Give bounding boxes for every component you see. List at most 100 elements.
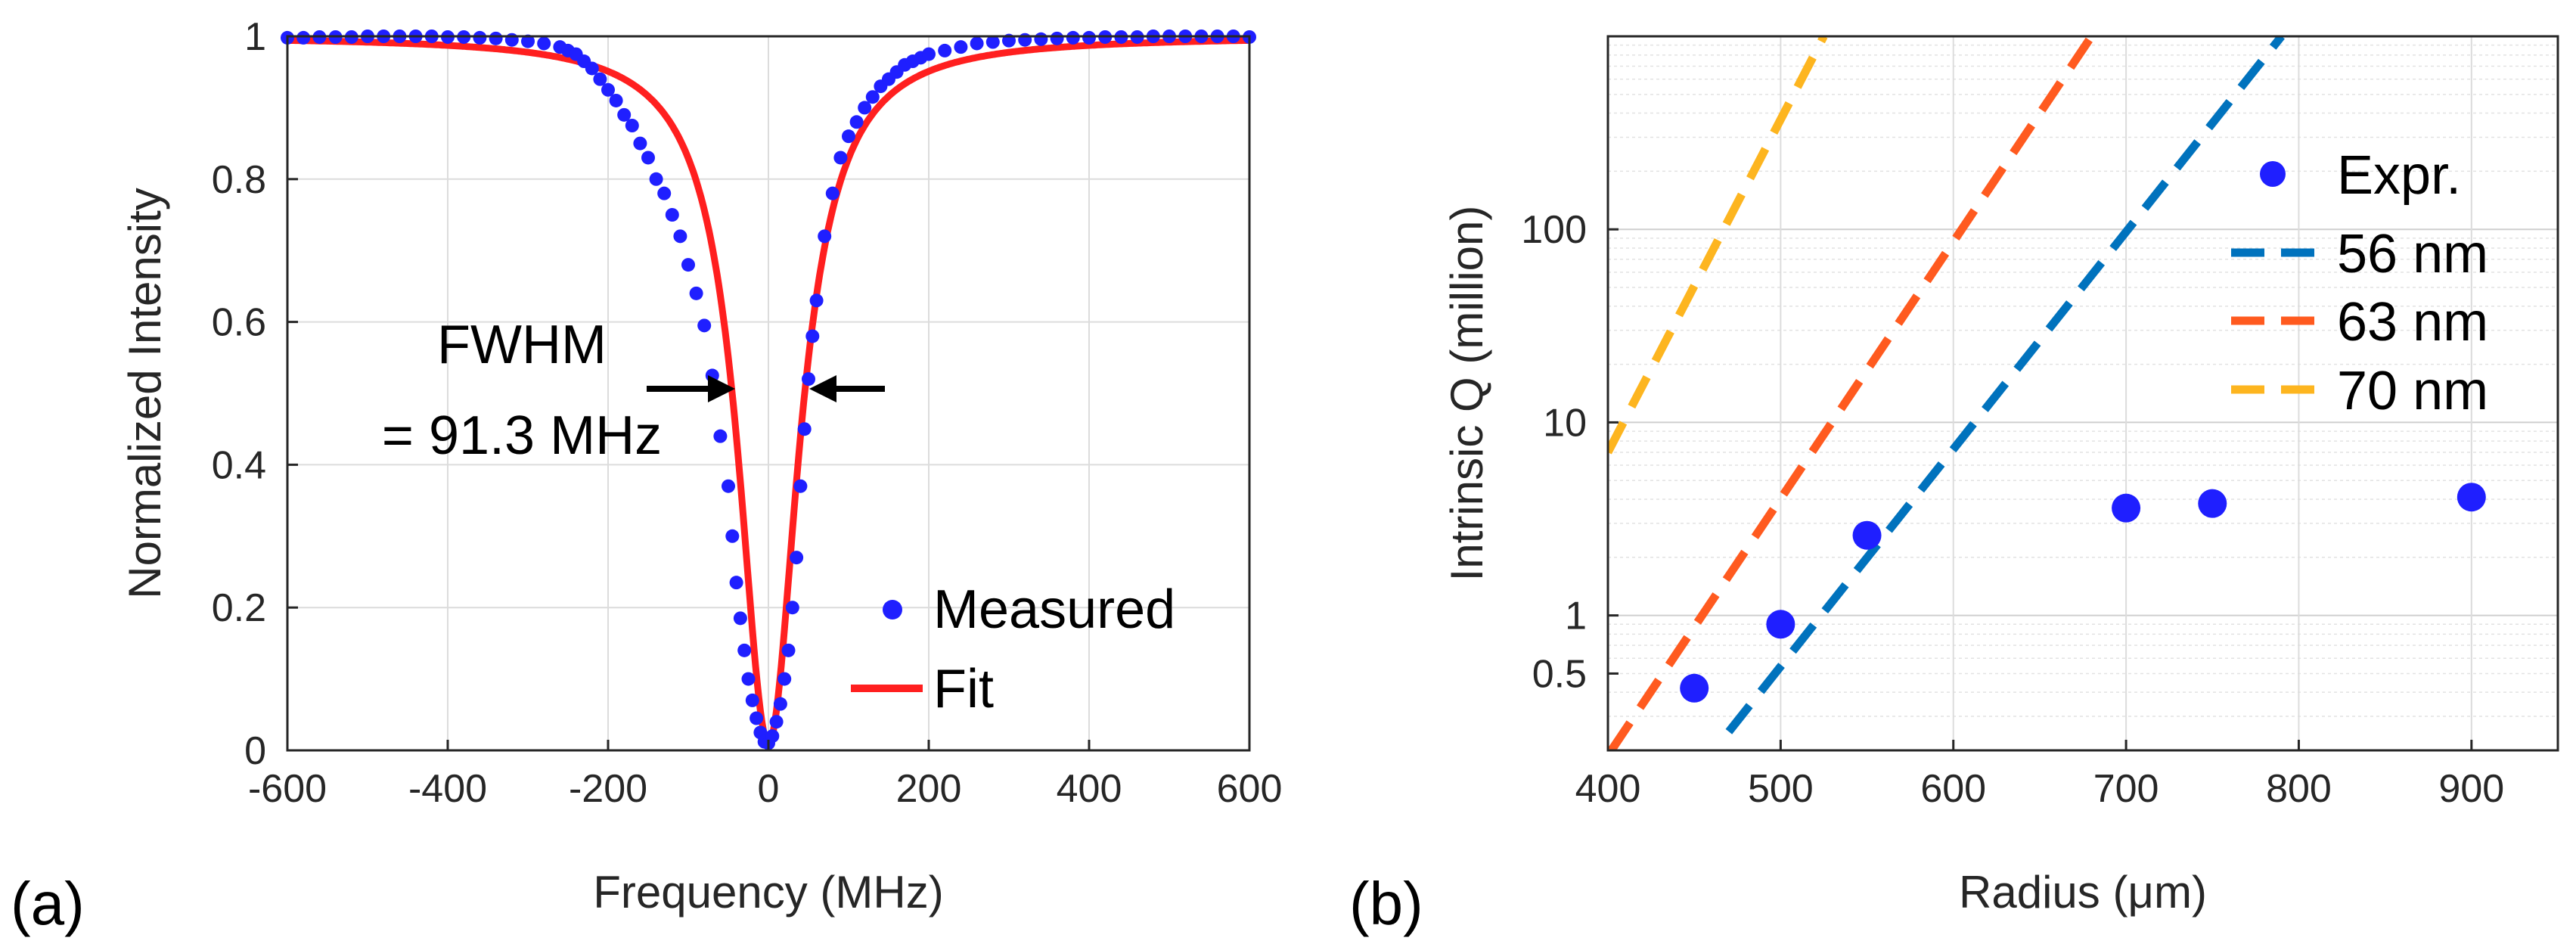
measured-point: [657, 186, 672, 200]
measured-point: [641, 151, 655, 165]
fwhm-right-arrow: [809, 375, 885, 402]
panel-b-ytick-label: 100: [1521, 208, 1587, 252]
measured-point: [802, 372, 815, 387]
measured-point: [617, 107, 632, 122]
measured-point: [765, 729, 780, 744]
measured-point: [985, 35, 1000, 49]
measured-point: [809, 293, 824, 308]
measured-point: [805, 329, 820, 343]
fwhm-value: = 91.3 MHz: [382, 405, 662, 466]
panel-b-xtick-label: 900: [2438, 767, 2504, 811]
expr-point: [1852, 520, 1882, 550]
panel-a-xtick-label: -600: [248, 767, 327, 811]
panel-b-xtick-label: 600: [1920, 767, 1986, 811]
measured-point: [713, 429, 728, 443]
panel-a-xtick-label: 600: [1217, 767, 1283, 811]
panel-a-ytick-label: 1: [244, 15, 266, 59]
measured-point: [797, 422, 812, 436]
measured-point: [609, 93, 623, 107]
measured-point: [296, 30, 311, 45]
measured-point: [865, 90, 880, 104]
legend-expr-label: Expr.: [2337, 145, 2461, 206]
measured-point: [858, 101, 872, 115]
expr-point: [2112, 493, 2141, 523]
measured-point: [1066, 30, 1080, 45]
panel-a-label: (a): [11, 870, 85, 937]
measured-point: [825, 186, 840, 200]
panel-a-xtick-label: 0: [758, 767, 780, 811]
legend-fit-label: Fit: [933, 659, 994, 719]
measured-point: [665, 208, 679, 222]
fwhm-left-arrow: [647, 375, 735, 402]
panel-b-xtick-label: 500: [1748, 767, 1814, 811]
panel-a-chart: -600 -400 -200 0 200 400 600 0 0.2 0.4 0.6 0.8 1 Fre…: [11, 15, 1282, 937]
panel-b-ytick-label: 1: [1565, 595, 1587, 638]
measured-point: [849, 115, 864, 129]
panel-a-ytick-label: 0: [244, 729, 266, 773]
panel-a-ytick-label: 0.4: [212, 443, 266, 487]
measured-point: [818, 229, 832, 244]
panel-a-xtick-label: -400: [408, 767, 487, 811]
measured-point: [922, 47, 936, 61]
measured-point: [737, 643, 752, 657]
measured-point: [750, 711, 764, 725]
expr-point: [1766, 610, 1795, 639]
measured-point: [673, 229, 687, 244]
measured-point: [725, 529, 740, 543]
panel-b-axes-box: [1606, 35, 2559, 752]
legend-measured-label: Measured: [933, 579, 1175, 640]
expr-point: [1680, 673, 1709, 703]
expr-point: [2198, 489, 2227, 518]
measured-point: [1034, 32, 1048, 46]
measured-point: [1018, 33, 1032, 47]
fwhm-label: FWHM: [437, 315, 607, 375]
measured-point: [681, 258, 695, 272]
panel-a-ytick-label: 0.8: [212, 158, 266, 202]
measured-point: [745, 693, 759, 707]
measured-point: [601, 82, 615, 97]
measured-point: [649, 172, 663, 186]
model-line-63nm: [1608, 36, 2095, 750]
measured-point: [842, 129, 855, 144]
panel-a-ylabel: Normalized Intensity: [119, 188, 170, 599]
panel-b-xtick-label: 800: [2266, 767, 2332, 811]
measured-point: [970, 36, 984, 51]
measured-point: [489, 31, 503, 45]
legend-expr-marker: [2260, 161, 2286, 187]
measured-point: [773, 697, 787, 711]
measured-point: [954, 40, 968, 54]
legend-measured-marker: [883, 600, 902, 620]
panel-b-ytick-label: 0.5: [1532, 652, 1587, 696]
panel-b-label: (b): [1349, 870, 1423, 937]
measured-point: [722, 479, 735, 493]
measured-point: [733, 611, 747, 626]
panel-a-xtick-label: 400: [1057, 767, 1122, 811]
panel-b-xtick-label: 700: [2093, 767, 2159, 811]
measured-point: [537, 36, 551, 51]
expr-point: [2457, 483, 2486, 512]
measured-point: [777, 672, 792, 686]
measured-point: [593, 72, 607, 86]
panel-b-xtick-label: 400: [1575, 767, 1641, 811]
panel-a-ytick-label: 0.6: [212, 301, 266, 345]
measured-point: [1050, 31, 1064, 45]
measured-point: [585, 61, 599, 76]
legend-63nm-label: 63 nm: [2337, 292, 2488, 352]
panel-b-xlabel: Radius (μm): [1959, 867, 2207, 918]
legend-70nm-label: 70 nm: [2337, 361, 2488, 421]
measured-point: [781, 643, 796, 657]
measured-point: [769, 715, 784, 729]
legend-56nm-label: 56 nm: [2337, 224, 2488, 284]
panel-b-legend: Expr. 56 nm 63 nm 70 nm: [2231, 145, 2488, 421]
measured-point: [633, 136, 647, 151]
measured-point: [938, 43, 952, 57]
measured-point: [625, 119, 639, 132]
panel-a-ticks: -600 -400 -200 0 200 400 600 0 0.2 0.4 0.6 0.8 1: [212, 15, 1283, 811]
measured-point: [793, 479, 808, 493]
measured-point: [790, 551, 804, 565]
measured-point: [741, 672, 756, 686]
panel-b-ytick-label: 10: [1543, 401, 1587, 445]
measured-point: [521, 34, 535, 48]
measured-point: [729, 576, 743, 590]
